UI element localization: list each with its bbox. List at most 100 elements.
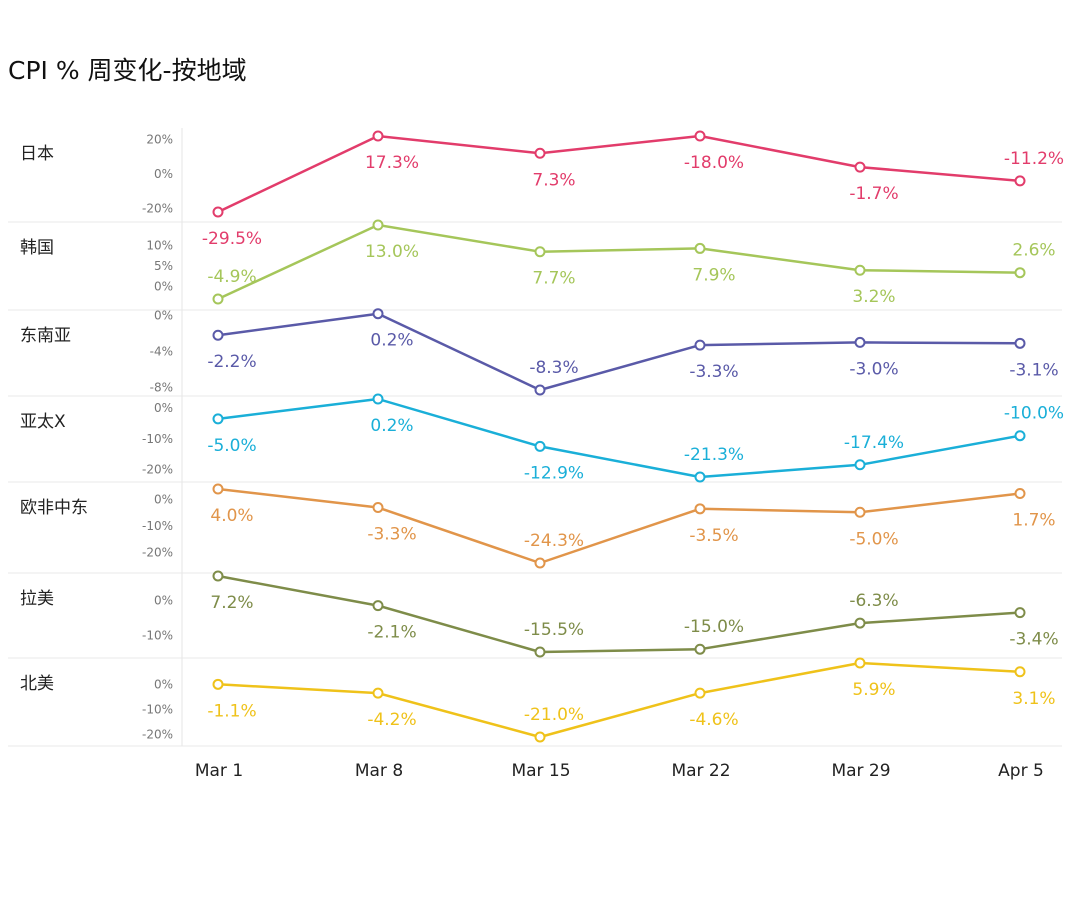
data-label: -3.4% (1009, 630, 1058, 650)
data-point (372, 600, 384, 612)
data-label: -3.5% (689, 526, 738, 546)
data-label: -4.9% (207, 267, 256, 287)
data-label: 13.0% (365, 242, 419, 262)
data-label: -3.0% (849, 359, 898, 379)
series-line (217, 397, 1021, 479)
y-tick-label: 0% (154, 167, 173, 181)
data-point (694, 643, 706, 655)
data-label: -6.3% (849, 591, 898, 611)
data-label: -4.6% (689, 710, 738, 730)
data-label: 7.9% (692, 265, 735, 285)
data-label: 1.7% (1012, 510, 1055, 530)
y-tick-label: 0% (154, 677, 173, 691)
data-label: 4.0% (210, 506, 253, 526)
data-label: -29.5% (202, 229, 262, 249)
y-tick-label: -4% (150, 344, 173, 358)
data-label: -15.0% (684, 617, 744, 637)
row-label: 韩国 (20, 238, 54, 258)
data-point (1014, 487, 1026, 499)
data-label: -3.1% (1009, 360, 1058, 380)
series-line (217, 134, 1021, 214)
data-point (1014, 666, 1026, 678)
data-label: 3.2% (852, 287, 895, 307)
data-point (534, 246, 546, 258)
data-point (212, 293, 224, 305)
y-tick-label: -10% (142, 519, 173, 533)
data-label: -15.5% (524, 620, 584, 640)
data-label: -3.3% (689, 362, 738, 382)
data-point (694, 242, 706, 254)
y-tick-label: 20% (146, 132, 173, 146)
y-tick-label: -20% (142, 462, 173, 476)
data-point (1014, 267, 1026, 279)
x-tick-label: Mar 29 (831, 761, 890, 781)
x-axis: Mar 1 Mar 8 Mar 15 Mar 22 Mar 29 Apr 5 (195, 761, 1044, 781)
chart-title: CPI % 周变化-按地域 (8, 56, 247, 85)
series-layer: 日本 20% 0% -20% -29.5% 17.3% 7.3% -18.0% -1.7% -11… (20, 130, 1064, 743)
data-point (694, 339, 706, 351)
data-label: 3.1% (1012, 689, 1055, 709)
data-label: -17.4% (844, 433, 904, 453)
y-tick-label: -20% (142, 545, 173, 559)
data-point (212, 570, 224, 582)
series-6: 拉美 0% -10% 7.2% -2.1% -15.5% -15.0% -6.3% -3.4% (20, 570, 1059, 658)
data-point (372, 308, 384, 320)
data-point (212, 206, 224, 218)
data-point (534, 646, 546, 658)
series-5: 欧非中东 0% -10% -20% 4.0% -3.3% -24.3% -3.5% -5.0% 1… (20, 483, 1056, 569)
y-tick-label: 0% (154, 493, 173, 507)
y-tick-label: 10% (146, 239, 173, 253)
data-label: 17.3% (365, 153, 419, 173)
data-label: -5.0% (849, 529, 898, 549)
series-line (217, 661, 1021, 739)
data-label: 7.7% (532, 269, 575, 289)
series-line (217, 574, 1021, 654)
data-label: 0.2% (370, 416, 413, 436)
data-label: -2.1% (367, 623, 416, 643)
y-tick-label: 0% (154, 308, 173, 322)
data-point (212, 329, 224, 341)
series-2: 韩国 10% 5% 0% -4.9% 13.0% 7.7% 7.9% 3.2% 2.6% (20, 219, 1056, 307)
y-tick-label: -10% (142, 702, 173, 716)
x-tick-label: Mar 1 (195, 761, 243, 781)
x-tick-label: Mar 8 (355, 761, 403, 781)
data-point (1014, 607, 1026, 619)
data-point (1014, 337, 1026, 349)
data-label: -8.3% (529, 358, 578, 378)
y-tick-label: 0% (154, 401, 173, 415)
series-line (217, 223, 1021, 301)
data-point (534, 147, 546, 159)
data-label: -21.3% (684, 445, 744, 465)
data-point (534, 440, 546, 452)
data-label: -2.2% (207, 352, 256, 372)
data-label: -5.0% (207, 436, 256, 456)
series-7: 北美 0% -10% -20% -1.1% -4.2% -21.0% -4.6% 5.9% 3.1… (20, 657, 1056, 743)
data-point (212, 678, 224, 690)
y-tick-label: -20% (142, 727, 173, 741)
data-label: -24.3% (524, 531, 584, 551)
row-label: 拉美 (20, 589, 54, 609)
data-point (372, 130, 384, 142)
data-label: -21.0% (524, 705, 584, 725)
data-point (534, 384, 546, 396)
y-tick-label: -8% (150, 380, 173, 394)
data-point (694, 130, 706, 142)
row-label: 东南亚 (20, 326, 71, 346)
data-point (1014, 430, 1026, 442)
data-point (854, 657, 866, 669)
x-tick-label: Mar 22 (671, 761, 730, 781)
data-point (534, 557, 546, 569)
data-label: -1.1% (207, 701, 256, 721)
data-label: 7.3% (532, 170, 575, 190)
data-label: -4.2% (367, 710, 416, 730)
y-tick-label: -10% (142, 432, 173, 446)
series-line (217, 312, 1021, 392)
y-tick-label: 0% (154, 280, 173, 294)
y-tick-label: 0% (154, 593, 173, 607)
y-tick-label: -20% (142, 202, 173, 216)
data-label: -10.0% (1004, 404, 1064, 424)
data-point (372, 393, 384, 405)
series-3: 东南亚 0% -4% -8% -2.2% 0.2% -8.3% -3.3% -3.0% -3.1% (20, 308, 1059, 396)
data-point (212, 413, 224, 425)
